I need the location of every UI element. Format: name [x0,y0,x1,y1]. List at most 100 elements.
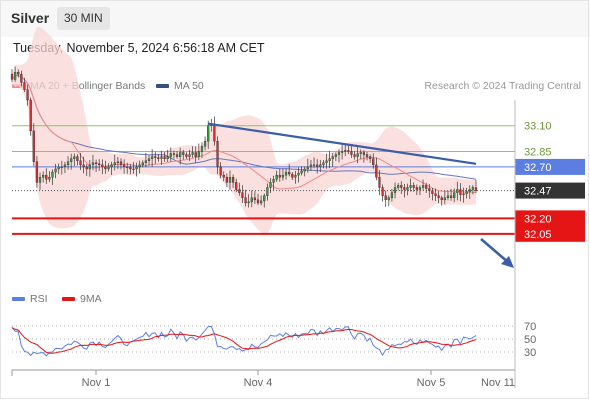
candle [418,187,422,190]
candle [403,187,406,190]
candle [325,160,328,163]
legend-ma50-label: MA 50 [174,80,204,92]
candle [344,150,347,152]
candle [365,154,369,157]
candle [316,164,319,168]
candle [122,164,126,168]
projection-arrow [480,238,510,264]
candle [393,187,397,193]
rsi-tick-50: 50 [524,334,536,346]
candle [303,168,306,172]
candle [135,166,138,170]
candle [331,156,334,159]
candle [297,172,300,176]
candle [368,156,372,159]
rsi-line [11,325,477,357]
candle [194,152,197,157]
candle [425,185,428,189]
candle [222,174,225,178]
ma50-swatch [156,84,169,89]
ma50-line [11,74,477,180]
candle [110,164,113,168]
projection-arrow-head [501,256,514,268]
candle [437,195,440,198]
level-label-33.10: 33.10 [524,121,552,133]
candle [291,173,294,178]
candle [328,158,331,161]
candle [456,189,459,193]
candle [340,151,344,153]
candle [144,160,148,163]
candle [91,162,95,166]
candle [284,171,288,176]
candle [191,152,194,155]
candle [185,154,188,157]
candle [197,151,200,157]
candle [228,177,232,183]
candle [101,164,104,168]
candle [474,187,478,191]
credit-text: Research © 2024 Trading Central [424,80,581,92]
candle [337,152,341,155]
candle [54,168,57,173]
candle [409,185,412,188]
candle [42,174,45,178]
candle [57,166,60,170]
candle [17,72,20,75]
candle [141,162,144,166]
candle [322,162,325,166]
candle [147,158,151,161]
candle [163,156,166,159]
candle [434,193,437,196]
candle [238,189,241,193]
candle [384,195,387,201]
candle [359,152,362,154]
candle [203,140,207,147]
candle [113,162,116,166]
rsi-swatch [12,297,25,302]
candle [60,166,63,168]
candle [372,158,375,166]
bollinger-band [12,27,476,234]
candle [104,166,107,170]
candle [150,156,154,159]
x-tick-label: Nov 5 [417,377,446,389]
candle [350,151,353,155]
x-tick-label: Nov 11 [481,377,515,389]
candle [169,153,172,157]
candle [465,191,468,194]
level-label-32.05: 32.05 [524,229,552,241]
candle [375,164,378,178]
symbol-title: Silver [11,10,50,26]
top-bar: Silver 30 MIN [0,0,590,37]
candle [182,152,185,155]
legend-rsi: RSI [12,293,48,305]
candle [400,185,403,188]
ma20-swatch [12,84,25,89]
candle [362,152,366,155]
rsi-tick-30: 30 [524,347,536,359]
candle [449,195,453,198]
candle [20,74,23,83]
trendline [208,122,477,165]
legend-ma50: MA 50 [156,80,204,92]
candle [207,125,210,142]
candle [98,163,101,166]
candle [381,187,384,196]
candle [319,164,322,168]
candle [231,177,235,183]
candle [241,192,244,198]
candle [179,152,182,157]
candle [107,166,110,170]
candle [459,189,462,195]
candle [73,156,76,159]
candle [446,195,450,198]
candle [160,156,163,159]
level-label-32.70: 32.70 [524,162,552,174]
candle [166,156,169,159]
candle [353,154,356,157]
candle [347,150,350,152]
candle [397,185,400,188]
timeframe-button[interactable]: 30 MIN [57,7,110,30]
